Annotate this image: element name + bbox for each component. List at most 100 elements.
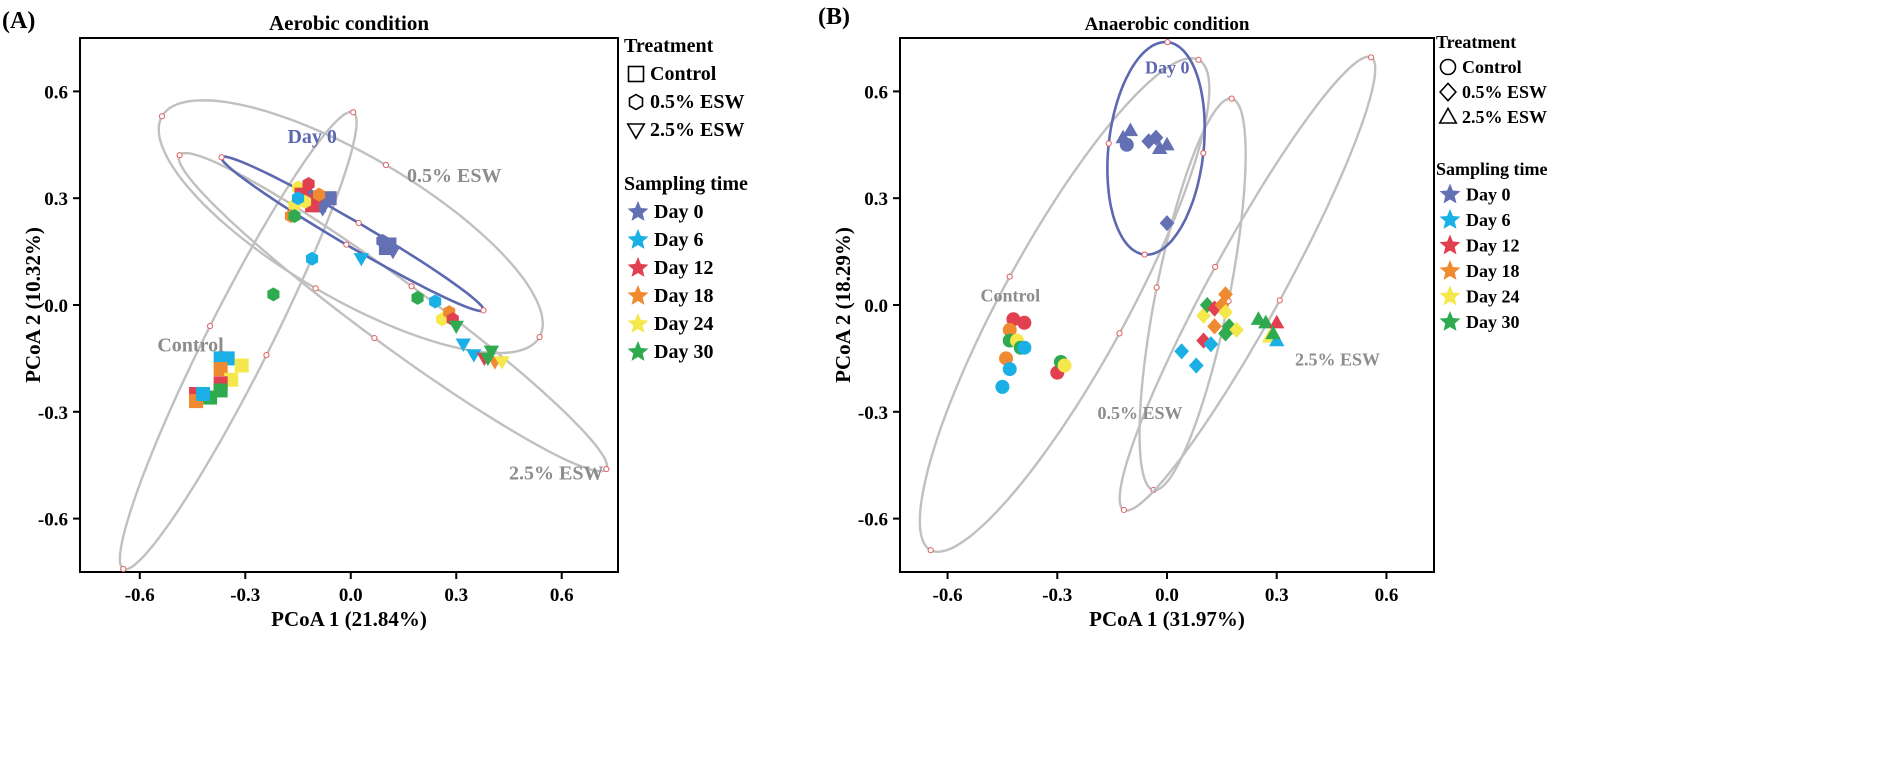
legend-item-label: Day 0 xyxy=(1466,185,1511,205)
data-point xyxy=(313,187,326,202)
data-point xyxy=(267,287,280,302)
data-point xyxy=(1218,325,1233,342)
panel-a: (A) Aerobic condition 0.5% ESW Control 2.5… xyxy=(2,8,748,631)
y-tick-label: 0.0 xyxy=(864,296,888,317)
data-point xyxy=(995,379,1010,394)
ellipse-label-layer: 0.5% ESW Control 2.5% ESW Day 0 xyxy=(157,126,603,484)
data-point xyxy=(1017,315,1032,330)
ellipse-label: Day 0 xyxy=(287,126,336,148)
data-point xyxy=(353,253,370,267)
legend-item-label: Day 24 xyxy=(1466,287,1520,307)
x-tick-label: -0.6 xyxy=(933,585,963,606)
data-point xyxy=(999,351,1014,366)
ellipse-vertex xyxy=(927,547,934,554)
y-axis-label: PCoA 2 (10.32%) xyxy=(21,227,45,383)
y-tick-label: -0.3 xyxy=(858,403,888,424)
data-point xyxy=(480,352,496,367)
y-tick-label: 0.3 xyxy=(44,189,68,210)
x-tick-label: 0.0 xyxy=(339,585,363,606)
ellipse-vertex xyxy=(158,113,166,120)
ellipse-vertex xyxy=(120,565,127,573)
data-point xyxy=(213,383,228,398)
data-point xyxy=(1159,215,1175,232)
ellipse-vertex xyxy=(1276,297,1283,304)
x-tick-label: 0.0 xyxy=(1155,585,1179,606)
ellipse-vertex xyxy=(382,161,390,169)
ellipse-vertex xyxy=(480,307,487,314)
ellipse-vertex xyxy=(1116,330,1123,337)
data-point xyxy=(1017,340,1032,355)
data-point xyxy=(483,345,500,359)
legend-shape-icon xyxy=(626,123,646,140)
data-point xyxy=(213,362,228,377)
legend-item-label: Day 30 xyxy=(654,341,713,363)
data-point xyxy=(220,351,235,366)
data-point xyxy=(1269,332,1285,347)
legend-star-icon xyxy=(627,229,649,249)
legend-shape-icon xyxy=(1439,82,1457,102)
legend-item-label: Control xyxy=(650,63,717,85)
x-tick-label: -0.6 xyxy=(125,585,155,606)
legend-title-treatment: Treatment xyxy=(1436,32,1516,52)
ellipse-label: 2.5% ESW xyxy=(509,462,603,484)
legend-star-icon xyxy=(1439,285,1461,306)
ellipse-vertex xyxy=(218,154,225,161)
data-point xyxy=(466,349,482,363)
data-point xyxy=(1159,136,1175,151)
chart-title: Anaerobic condition xyxy=(1085,14,1250,35)
panel-label: (B) xyxy=(818,4,850,30)
ellipse-control xyxy=(118,110,358,571)
data-point xyxy=(1229,321,1244,338)
data-point xyxy=(382,237,397,252)
data-point xyxy=(1218,304,1233,321)
data-point xyxy=(1174,343,1189,360)
data-point xyxy=(494,356,510,370)
ellipse-vertex xyxy=(536,333,543,341)
ellipse-label-layer: Control 0.5% ESW 2.5% ESW Day 0 xyxy=(980,58,1380,423)
legend-item-label: 2.5% ESW xyxy=(650,119,744,141)
data-point xyxy=(411,290,424,305)
legend-star-icon xyxy=(627,313,649,333)
ellipse-vertex xyxy=(408,283,415,290)
x-axis-label: PCoA 1 (31.97%) xyxy=(1089,607,1245,631)
ellipse-label: 0.5% ESW xyxy=(407,165,501,187)
legend-star-icon xyxy=(1439,311,1461,331)
data-point xyxy=(448,320,464,335)
ellipse-vertex xyxy=(371,334,378,342)
data-point xyxy=(1006,312,1021,327)
legend-item-label: Day 6 xyxy=(1466,210,1511,230)
data-point xyxy=(291,191,305,206)
ellipse-vertex xyxy=(343,241,350,248)
axis-layer: -0.6 -0.3 0.0 0.3 0.6 -0.6 -0.3 0.0 0.3 0.6 xyxy=(858,82,1398,606)
ellipse-vertex xyxy=(603,465,610,473)
data-point xyxy=(1002,362,1017,377)
data-point xyxy=(234,358,249,373)
legend-star-icon xyxy=(1439,234,1461,255)
ellipse-vertex xyxy=(1367,54,1375,61)
ellipse-vertex xyxy=(355,219,362,227)
ellipse-label: Day 0 xyxy=(1145,58,1190,78)
legend-shape-icon xyxy=(627,65,645,83)
ellipse-vertex xyxy=(1200,150,1207,157)
legend-star-icon xyxy=(627,201,649,221)
legend-item-label: Day 0 xyxy=(654,201,703,223)
legend-item-label: 0.5% ESW xyxy=(1462,82,1547,102)
y-tick-label: -0.6 xyxy=(858,510,888,531)
y-tick-label: 0.3 xyxy=(864,189,888,210)
legend-item-label: Day 18 xyxy=(1466,261,1520,281)
ellipse-vertex xyxy=(312,285,319,292)
data-point xyxy=(1141,133,1157,150)
data-point xyxy=(455,338,471,352)
panel-label: (A) xyxy=(2,8,35,34)
legend: Treatment Control 0.5% ESW 2.5% ESW Sampling… xyxy=(1436,32,1548,332)
data-point xyxy=(306,251,319,266)
data-point xyxy=(1188,357,1204,374)
x-tick-label: 0.6 xyxy=(1375,585,1399,606)
data-point xyxy=(1258,314,1274,329)
legend-item-label: 2.5% ESW xyxy=(1462,107,1547,127)
data-point xyxy=(1203,336,1219,353)
x-tick-label: -0.3 xyxy=(230,585,260,606)
legend-title-treatment: Treatment xyxy=(624,35,714,57)
panel-b: (B) Anaerobic condition Control 0.5% ESW 2… xyxy=(818,4,1548,631)
